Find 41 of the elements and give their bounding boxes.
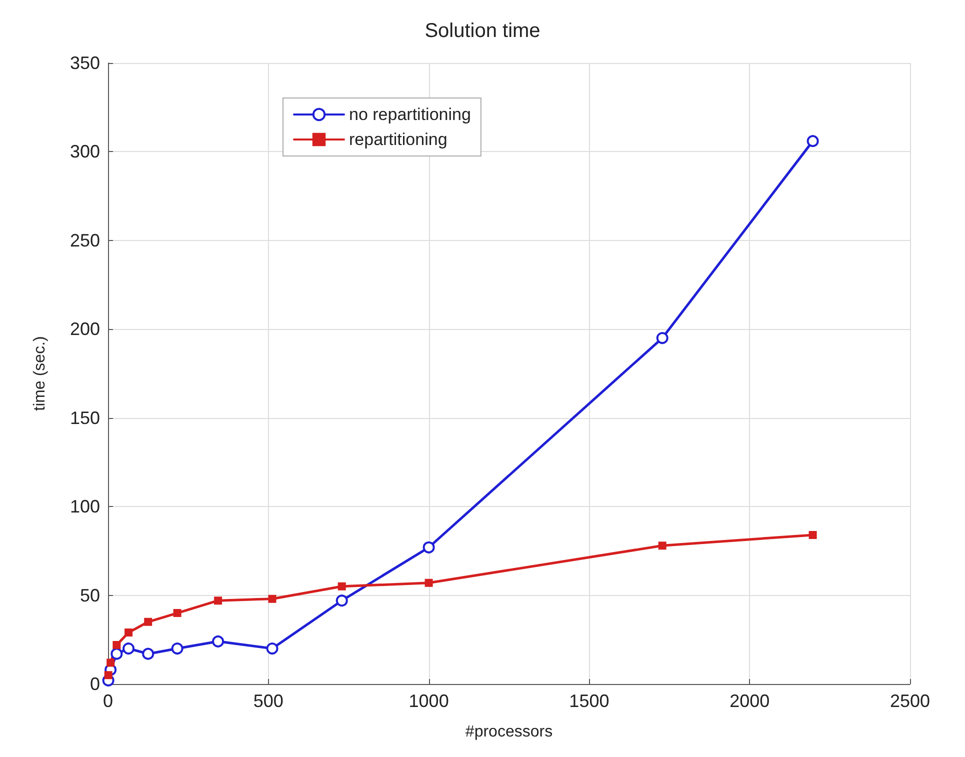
y-tick-label: 150 [70,408,100,428]
point [212,635,224,648]
point [336,594,348,607]
x-tick-label: 2000 [730,691,770,711]
chart-title: Solution time [424,20,540,42]
x-tick-label: 1500 [569,691,610,711]
point [338,582,346,590]
point [112,640,121,649]
point [808,530,817,539]
y-tick-label: 350 [70,53,100,73]
point [122,642,135,655]
y-tick-label: 0 [90,674,100,694]
legend-label: repartitioning [349,130,448,149]
point [658,542,666,550]
point [106,658,115,667]
point [110,648,123,660]
point [171,642,184,655]
x-tick-label: 1000 [408,691,449,711]
y-tick-label: 200 [70,319,100,340]
point [422,541,435,554]
point [266,642,278,655]
x-tick-label: 2500 [890,691,930,711]
legend-label: no repartitioning [349,105,471,124]
point [124,628,133,637]
x-tick-label: 0 [102,691,114,711]
point [104,671,112,680]
y-tick-label: 100 [70,496,100,517]
y-tick-label: 300 [70,142,100,162]
y-axis-title: time (sec.) [32,336,48,411]
point [214,596,222,605]
point [656,332,668,344]
y-tick-label: 50 [80,585,100,606]
point [144,618,152,626]
x-axis-title: #processors [465,724,553,740]
y-tick-label: 250 [70,230,100,250]
point [142,648,154,660]
x-tick-label: 500 [253,691,284,711]
point [424,578,433,587]
point [806,135,819,148]
point [173,609,182,618]
point [268,594,276,603]
